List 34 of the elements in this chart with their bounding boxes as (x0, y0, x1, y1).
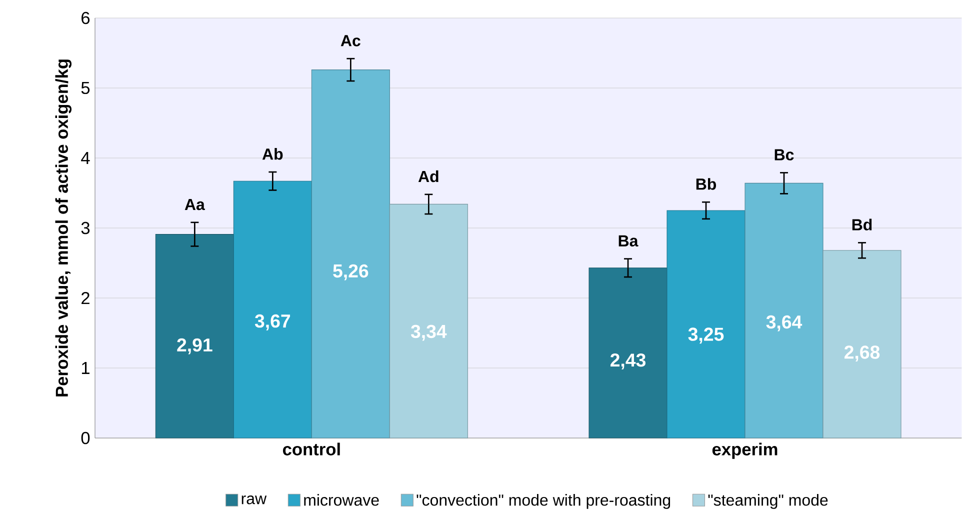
data-label: 3,64 (766, 315, 802, 332)
x-tick-label: control (282, 442, 340, 456)
data-label: 2,91 (177, 338, 212, 354)
bar (822, 250, 902, 438)
y-tick-label: 1 (82, 362, 90, 374)
y-tick-label: 4 (81, 152, 90, 164)
data-label: 3,34 (410, 324, 447, 341)
y-axis-title: Peroxide value, mmol of active oxigen/kg (55, 60, 72, 396)
bar (744, 182, 824, 438)
data-label: 5,26 (333, 264, 368, 280)
annotation: Bd (852, 218, 872, 230)
y-tick-label: 3 (81, 222, 90, 234)
annotation: Ad (418, 170, 438, 182)
data-label: 3,67 (254, 314, 290, 330)
annotation: Ac (340, 35, 360, 46)
bar (389, 204, 468, 438)
y-tick-label: 2 (82, 292, 90, 304)
x-tick-label: experim (712, 442, 778, 459)
data-label: 2,68 (844, 346, 880, 362)
y-tick-label: 0 (81, 432, 90, 444)
data-label: 2,43 (610, 353, 646, 370)
bar (311, 70, 390, 438)
legend-label: "steaming" mode (708, 494, 828, 509)
legend-label: microwave (304, 494, 379, 506)
annotation: Bb (696, 178, 716, 190)
annotation: Ba (618, 235, 638, 247)
legend-label: raw (242, 495, 267, 504)
annotation: Ab (262, 148, 283, 160)
data-label: 3,25 (688, 328, 724, 344)
y-tick-label: 5 (81, 82, 90, 94)
annotation: Bc (774, 149, 794, 160)
annotation: Aa (184, 198, 205, 210)
legend-label: "convection" mode with pre-roasting (416, 494, 670, 509)
y-tick-label: 6 (82, 12, 90, 24)
